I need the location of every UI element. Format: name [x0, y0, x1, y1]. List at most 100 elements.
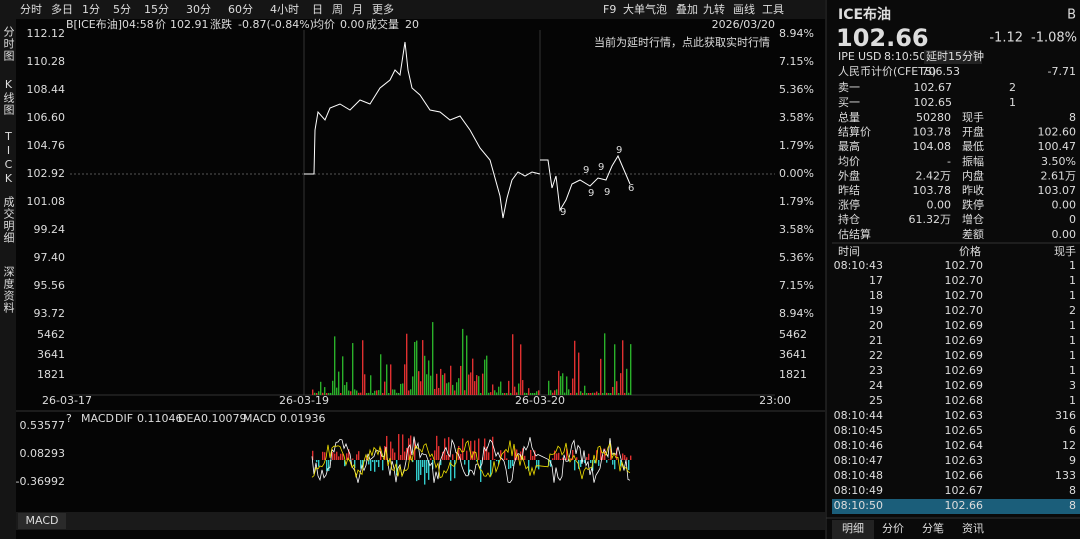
bottom-tab[interactable]: 分价	[882, 522, 904, 535]
volume-bar	[338, 371, 340, 395]
macd-hist	[462, 438, 464, 460]
trade-price: 102.64	[945, 439, 984, 452]
volume-bar	[610, 392, 612, 395]
volume-bar	[408, 390, 410, 395]
toolbar-item[interactable]: 叠加	[676, 3, 698, 16]
toolbar-item[interactable]: 更多	[372, 2, 394, 16]
signal: 6	[628, 183, 634, 194]
volume-bar	[474, 381, 476, 395]
trade-price: 102.69	[945, 319, 984, 332]
trade-qty: 12	[1062, 439, 1076, 452]
volume-bar	[538, 390, 540, 395]
price-line	[540, 154, 631, 212]
side-tab[interactable]: 分时图	[2, 26, 15, 62]
stat-label: 内盘	[962, 168, 984, 182]
macd-hist	[470, 440, 472, 460]
macd-hist	[404, 451, 406, 460]
trade-price: 102.63	[945, 454, 984, 467]
bottom-tab[interactable]: 明细	[842, 522, 864, 535]
signal: 9	[583, 165, 589, 176]
trade-qty: 1	[1069, 259, 1076, 272]
bottom-tab[interactable]: 资讯	[962, 522, 984, 535]
volume-bar	[330, 392, 332, 395]
side-tab[interactable]: 成交明细	[2, 196, 15, 244]
macd-dea	[311, 440, 631, 480]
macd-hist	[354, 460, 356, 469]
volume-bar	[464, 390, 466, 395]
trade-price: 102.70	[945, 274, 984, 287]
stat-label: 现手	[962, 110, 984, 124]
price-tick: 112.12	[27, 27, 66, 40]
volume-bar	[492, 384, 494, 395]
header-field: 价	[155, 18, 166, 31]
macd-button[interactable]: MACD	[26, 514, 59, 527]
volume-bar	[344, 385, 346, 395]
toolbar-item[interactable]: 分时	[20, 3, 42, 16]
volume-bar	[440, 368, 442, 395]
volume-bar	[468, 374, 470, 395]
macd-hist	[506, 458, 508, 460]
stat-value: 0	[1069, 213, 1076, 226]
toolbar-item[interactable]: 60分	[228, 3, 253, 16]
macd-hist	[590, 460, 592, 463]
trade-qty: 6	[1069, 424, 1076, 437]
side-tab[interactable]: TICK	[2, 130, 15, 186]
book-label: 买一	[838, 96, 860, 109]
macd-hist	[352, 458, 354, 460]
macd-hist	[508, 460, 510, 469]
volume-bar	[360, 392, 362, 395]
volume-bar	[488, 392, 490, 395]
macd-button-bg[interactable]	[18, 513, 66, 529]
volume-bar	[438, 387, 440, 395]
delay-notice[interactable]: 当前为延时行情，点此获取实时行情	[594, 35, 770, 49]
toolbar-item[interactable]: 工具	[762, 3, 784, 16]
macd-hist	[336, 451, 338, 460]
volume-bar	[604, 333, 606, 395]
side-tab[interactable]: 深度资料	[2, 266, 15, 314]
toolbar-item[interactable]: 大单气泡	[623, 2, 667, 16]
toolbar-item[interactable]: 5分	[113, 3, 131, 16]
stat-label: 均价	[838, 155, 860, 168]
toolbar-item[interactable]: 九转	[703, 2, 725, 16]
macd-hist	[608, 459, 610, 460]
stat-value: 103.07	[1038, 184, 1077, 197]
toolbar-item[interactable]: 15分	[144, 3, 169, 16]
macd-field: 0.11046	[137, 412, 183, 425]
volume-bar	[450, 365, 452, 395]
toolbar-item[interactable]: F9	[603, 3, 616, 16]
macd-hist	[344, 460, 346, 467]
volume-bar	[510, 392, 512, 395]
price-tick: 101.08	[27, 195, 66, 208]
trade-qty: 1	[1069, 349, 1076, 362]
side-bg	[0, 19, 16, 539]
toolbar-item[interactable]: 月	[352, 3, 363, 16]
macd-hist	[324, 452, 326, 460]
toolbar-item[interactable]: 30分	[186, 3, 211, 16]
volume-bar	[454, 390, 456, 395]
toolbar-item[interactable]: 周	[332, 3, 343, 16]
toolbar-item[interactable]: 日	[312, 3, 323, 16]
volume-bar	[518, 383, 520, 395]
trade-time: 08:10:50	[834, 499, 883, 512]
macd-field: MACD	[243, 412, 276, 425]
macd-hist	[624, 455, 626, 460]
toolbar-item[interactable]: 4小时	[270, 3, 299, 16]
trade-time: 21	[869, 334, 883, 347]
volume-bar	[392, 389, 394, 395]
toolbar-item[interactable]: 画线	[733, 2, 755, 16]
stat-value: -	[947, 155, 951, 168]
toolbar-item[interactable]: 多日	[51, 2, 73, 16]
volume-bar	[384, 381, 386, 395]
stat-value: 2.42万	[916, 169, 952, 182]
volume-bar	[386, 364, 388, 395]
volume-bar	[368, 392, 370, 395]
toolbar-item[interactable]: 1分	[82, 3, 100, 16]
volume-bar	[578, 352, 580, 395]
bottom-tab[interactable]: 分笔	[922, 521, 944, 535]
side-tab[interactable]: K线图	[2, 78, 15, 116]
volume-bar	[616, 381, 618, 395]
macd-hist	[514, 448, 516, 460]
volume-bar	[550, 390, 552, 395]
macd-field: MACD	[81, 412, 114, 425]
